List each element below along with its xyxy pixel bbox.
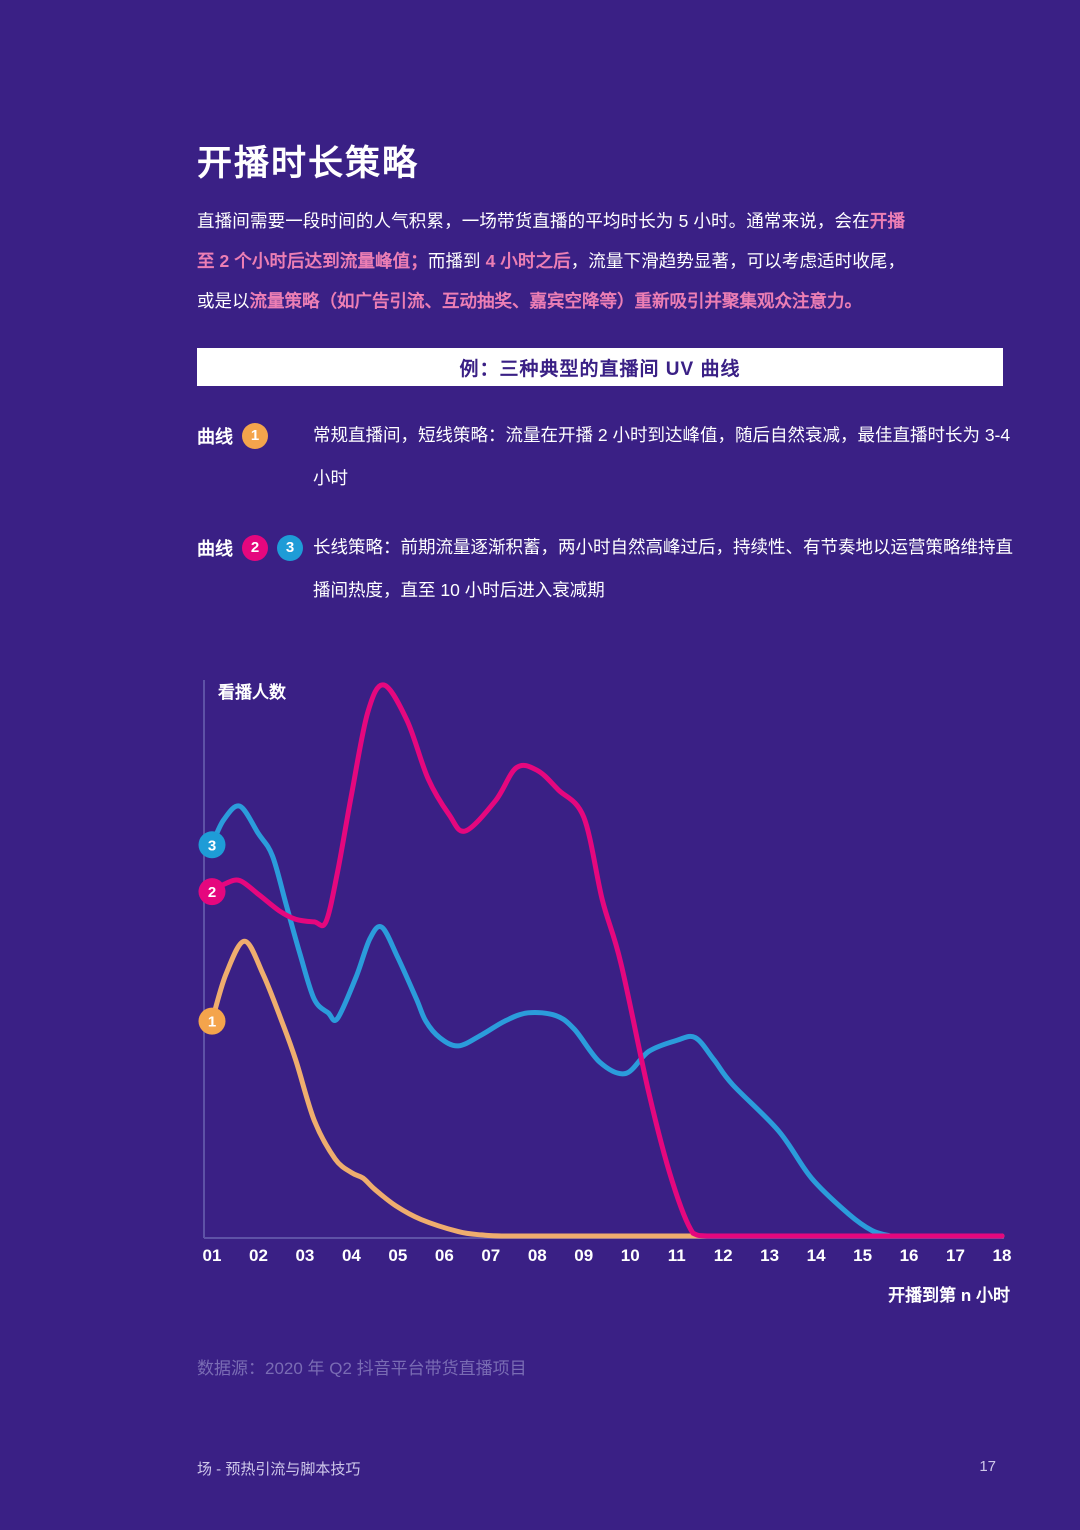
- uv-curves-chart: 1 3 2: [190, 680, 1010, 1240]
- x-tick-05: 05: [388, 1246, 408, 1265]
- x-tick-17: 17: [946, 1246, 965, 1265]
- footer-section-title: 场 - 预热引流与脚本技巧: [197, 1461, 361, 1478]
- x-tick-13: 13: [760, 1246, 780, 1265]
- curve-2: [209, 682, 1005, 1239]
- x-tick-11: 11: [667, 1246, 686, 1265]
- curve-badge-3: 3: [277, 534, 303, 561]
- x-tick-06: 06: [434, 1246, 454, 1265]
- chart-x-axis-label: 开播到第 n 小时: [888, 1286, 1010, 1305]
- highlighted-text: 流量策略（如广告引流、互动抽奖、嘉宾空降等）重新吸引并聚集观众注意力。: [249, 290, 863, 311]
- x-tick-18: 18: [992, 1246, 1012, 1265]
- example-banner-label: 例：三种典型的直播间 UV 曲线: [459, 358, 741, 380]
- curve-badge-2: 2: [242, 534, 268, 561]
- body-text: 直播间需要一段时间的人气积累，一场带货直播的平均时长为 5 小时。通常来说，会在: [197, 210, 870, 231]
- chart-x-axis-ticks: 01 02 03 04 05 06 07 08 09 10 11 12 13 14 15 16 17 18: [190, 1246, 1012, 1270]
- x-tick-07: 07: [481, 1246, 501, 1265]
- curve-marker-label: 2: [208, 884, 216, 901]
- legend-label: 曲线: [197, 426, 233, 447]
- example-banner: 例：三种典型的直播间 UV 曲线: [197, 348, 1003, 386]
- x-tick-10: 10: [620, 1246, 640, 1265]
- x-tick-08: 08: [527, 1246, 547, 1265]
- legend-description: 常规直播间，短线策略：流量在开播 2 小时到达峰值，随后自然衰减，最佳直播时长为…: [313, 425, 1011, 488]
- intro-paragraph: 直播间需要一段时间的人气积累，一场带货直播的平均时长为 5 小时。通常来说，会在…: [197, 201, 905, 321]
- x-tick-16: 16: [899, 1246, 919, 1265]
- curve-marker-3: [198, 831, 226, 859]
- legend-badges: 1: [233, 422, 268, 449]
- x-tick-03: 03: [295, 1246, 315, 1265]
- legend-label: 曲线: [197, 538, 233, 559]
- highlighted-text: 4 小时之后: [485, 250, 571, 271]
- body-text: 而播到: [427, 250, 486, 271]
- x-tick-04: 04: [341, 1246, 361, 1265]
- x-tick-02: 02: [249, 1246, 268, 1265]
- body-text: ，流量下滑趋势显著，可以考虑适时收尾，或是以: [197, 250, 905, 311]
- curve-1: [209, 938, 1005, 1239]
- curve-marker-2: [198, 878, 226, 906]
- page-title: 开播时长策略: [197, 144, 420, 184]
- data-source-note: 数据源：2020 年 Q2 抖音平台带货直播项目: [197, 1359, 527, 1378]
- chart-y-axis-label: 看播人数: [218, 683, 286, 702]
- curve-marker-1: [198, 1007, 226, 1035]
- x-tick-14: 14: [806, 1246, 826, 1265]
- curve-badge-1: 1: [242, 422, 268, 449]
- x-tick-09: 09: [574, 1246, 594, 1265]
- x-tick-01: 01: [202, 1246, 222, 1265]
- chart-canvas: 1 3 2: [198, 680, 1005, 1239]
- x-tick-15: 15: [853, 1246, 873, 1265]
- highlighted-text: 开播至 2 个小时后达到流量峰值；: [197, 210, 905, 271]
- legend-description: 长线策略：前期流量逐渐积蓄，两小时自然高峰过后，持续性、有节奏地以运营策略维持直…: [313, 537, 1013, 600]
- curve-marker-label: 3: [208, 837, 216, 854]
- page-number: 17: [979, 1458, 996, 1475]
- curve-3: [209, 803, 893, 1239]
- curve-marker-label: 1: [208, 1014, 216, 1031]
- x-tick-12: 12: [713, 1246, 733, 1265]
- legend-head: 曲线 1: [197, 422, 268, 449]
